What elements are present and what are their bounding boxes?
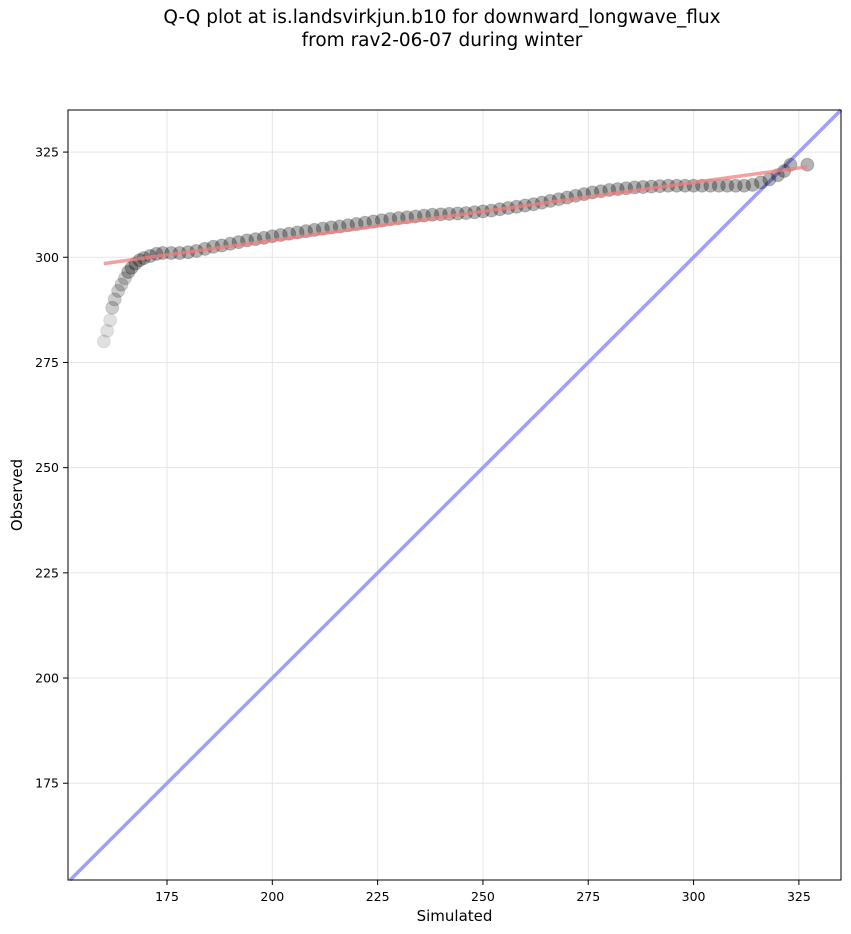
x-tick-label: 200 <box>260 889 284 904</box>
qq-point <box>105 300 120 315</box>
y-tick-label: 250 <box>35 460 59 475</box>
fit-line-group <box>103 165 808 266</box>
identity-line <box>68 108 843 882</box>
y-tick-label: 275 <box>35 355 59 370</box>
chart-title-line-1: Q-Q plot at is.landsvirkjun.b10 for down… <box>163 7 721 28</box>
qq-point <box>96 334 111 349</box>
qq-point <box>745 177 760 192</box>
x-tick-label: 250 <box>471 889 495 904</box>
x-tick-label: 325 <box>787 889 811 904</box>
grid-lines <box>68 110 841 880</box>
qq-point <box>107 292 122 307</box>
chart-title-line-2: from rav2-06-07 during winter <box>301 30 583 51</box>
y-tick-label: 225 <box>35 565 59 580</box>
fit-line <box>103 165 808 266</box>
qq-point <box>121 264 136 279</box>
x-axis-label: Simulated <box>417 907 493 925</box>
qq-point <box>737 178 752 193</box>
qq-point <box>800 157 815 172</box>
y-tick-label: 175 <box>35 776 59 791</box>
qq-point <box>117 271 132 286</box>
y-tick-label: 325 <box>35 145 59 160</box>
qq-point <box>111 283 126 298</box>
x-tick-label: 275 <box>576 889 600 904</box>
x-tick-label: 225 <box>366 889 390 904</box>
qq-point <box>728 178 743 193</box>
qq-point <box>753 175 768 190</box>
x-tick-label: 300 <box>682 889 706 904</box>
x-tick-label: 175 <box>155 889 179 904</box>
plot-frame <box>67 109 842 881</box>
y-tick-label: 300 <box>35 250 59 265</box>
chart-title: Q-Q plot at is.landsvirkjun.b10 for down… <box>0 6 851 52</box>
qq-point <box>100 323 115 338</box>
qq-point <box>103 313 118 328</box>
x-axis-ticks: 175 200 225 250 275 300 325 <box>155 880 811 904</box>
identity-line-group <box>68 108 843 882</box>
y-tick-label: 200 <box>35 671 59 686</box>
y-axis-label: Observed <box>8 459 26 531</box>
qq-point <box>114 277 129 292</box>
y-axis-ticks: 175 200 225 250 275 300 325 <box>35 145 68 791</box>
data-points <box>96 157 815 349</box>
